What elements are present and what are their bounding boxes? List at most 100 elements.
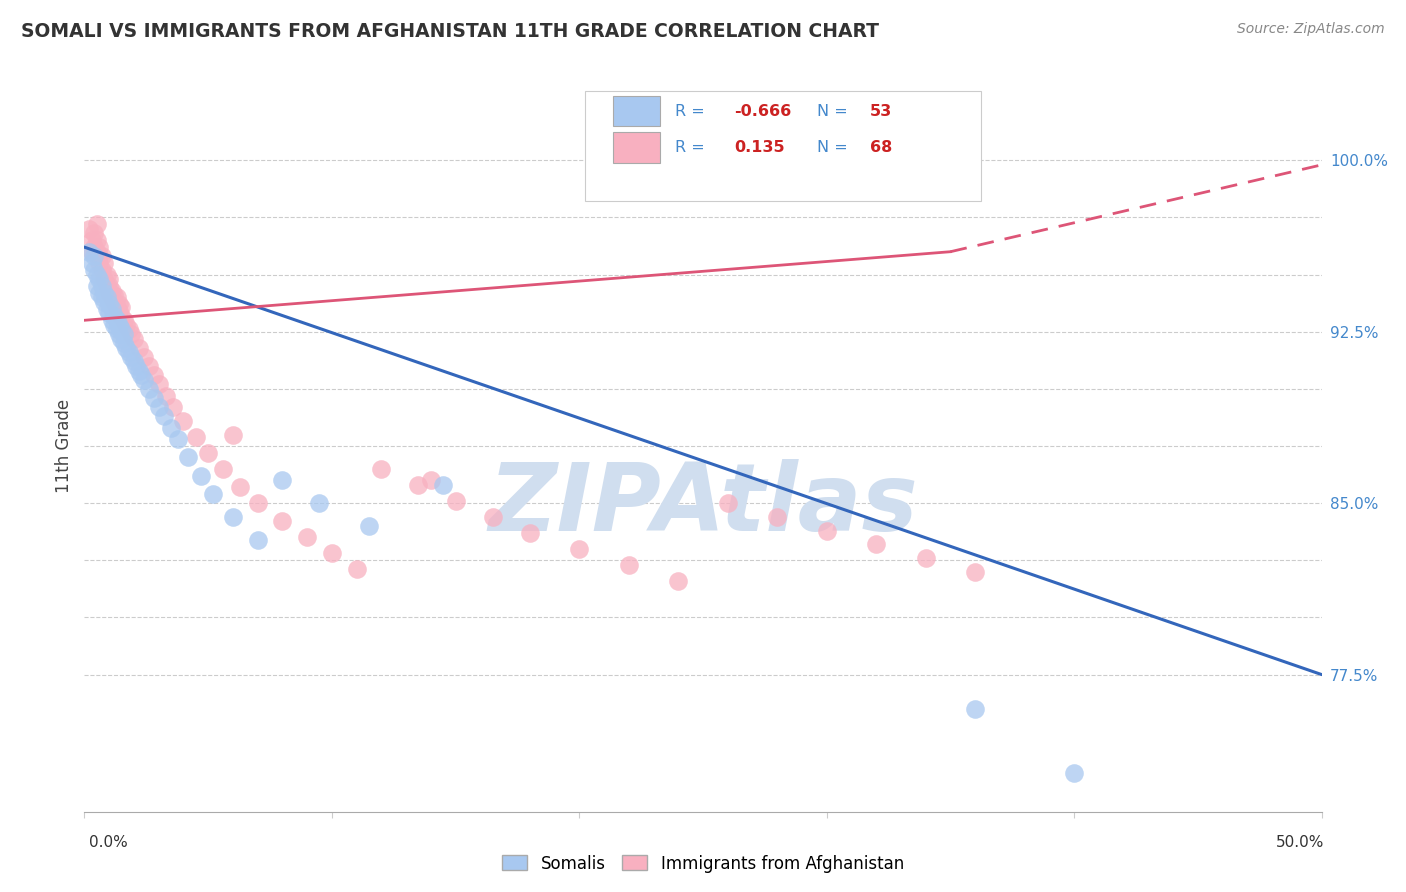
- Point: [80, 233, 103, 247]
- Point: [103, 309, 125, 323]
- Point: [132, 373, 155, 387]
- Point: [965, 702, 987, 716]
- Point: [103, 288, 125, 302]
- Point: [271, 473, 294, 487]
- Point: [1063, 765, 1085, 780]
- Point: [184, 430, 207, 444]
- Text: R =: R =: [675, 140, 710, 155]
- Point: [89, 256, 111, 270]
- Point: [481, 509, 503, 524]
- Point: [83, 263, 105, 277]
- Point: [190, 468, 212, 483]
- Point: [120, 326, 142, 341]
- Point: [202, 487, 225, 501]
- Point: [112, 326, 135, 341]
- Point: [222, 427, 245, 442]
- Text: -0.666: -0.666: [734, 103, 792, 119]
- Point: [108, 297, 131, 311]
- Point: [103, 295, 125, 310]
- Point: [346, 562, 368, 576]
- Point: [308, 496, 330, 510]
- FancyBboxPatch shape: [585, 91, 981, 201]
- Point: [357, 519, 380, 533]
- Point: [138, 359, 160, 373]
- Legend: Somalis, Immigrants from Afghanistan: Somalis, Immigrants from Afghanistan: [495, 848, 911, 880]
- Point: [212, 462, 235, 476]
- Point: [717, 496, 740, 510]
- Point: [148, 377, 170, 392]
- Point: [83, 240, 105, 254]
- Text: 0.0%: 0.0%: [89, 836, 128, 850]
- Point: [90, 290, 112, 304]
- Point: [295, 530, 318, 544]
- Point: [112, 336, 135, 351]
- Point: [321, 546, 343, 560]
- Point: [86, 279, 108, 293]
- Bar: [613, 95, 659, 127]
- Point: [125, 359, 148, 373]
- Point: [229, 480, 252, 494]
- Point: [83, 227, 105, 241]
- Point: [90, 263, 112, 277]
- Point: [408, 478, 430, 492]
- Point: [152, 409, 174, 424]
- Point: [96, 301, 118, 316]
- Point: [160, 420, 183, 434]
- Y-axis label: 11th Grade: 11th Grade: [55, 399, 73, 493]
- Bar: [613, 132, 659, 163]
- Point: [86, 244, 108, 259]
- Point: [766, 509, 789, 524]
- Text: N =: N =: [817, 140, 852, 155]
- Point: [105, 322, 128, 336]
- Point: [89, 249, 111, 263]
- Point: [100, 301, 122, 316]
- Point: [89, 285, 111, 300]
- Point: [246, 533, 269, 547]
- Point: [815, 524, 838, 538]
- Point: [432, 478, 454, 492]
- Point: [122, 354, 145, 368]
- Text: Source: ZipAtlas.com: Source: ZipAtlas.com: [1237, 22, 1385, 37]
- Point: [96, 290, 118, 304]
- Point: [98, 279, 121, 293]
- Point: [115, 341, 138, 355]
- Point: [118, 345, 141, 359]
- Point: [142, 391, 165, 405]
- Point: [419, 473, 441, 487]
- Point: [444, 493, 467, 508]
- Point: [83, 249, 105, 263]
- Point: [98, 272, 121, 286]
- Point: [86, 233, 108, 247]
- Point: [155, 389, 177, 403]
- Point: [142, 368, 165, 383]
- Point: [110, 322, 132, 336]
- Text: 68: 68: [870, 140, 893, 155]
- Point: [105, 290, 128, 304]
- Point: [89, 240, 111, 254]
- Point: [86, 268, 108, 282]
- Point: [100, 284, 122, 298]
- Point: [105, 313, 128, 327]
- Point: [110, 332, 132, 346]
- Point: [271, 515, 294, 529]
- Text: SOMALI VS IMMIGRANTS FROM AFGHANISTAN 11TH GRADE CORRELATION CHART: SOMALI VS IMMIGRANTS FROM AFGHANISTAN 11…: [21, 22, 879, 41]
- Point: [100, 290, 122, 304]
- Text: R =: R =: [675, 103, 710, 119]
- Point: [617, 558, 640, 572]
- Point: [148, 400, 170, 414]
- Point: [86, 217, 108, 231]
- Text: 53: 53: [870, 103, 893, 119]
- Point: [177, 450, 200, 465]
- Point: [172, 414, 194, 428]
- Point: [89, 272, 111, 286]
- Point: [79, 244, 101, 259]
- Point: [132, 350, 155, 364]
- Point: [568, 541, 591, 556]
- Point: [93, 272, 115, 286]
- Point: [914, 551, 936, 566]
- Point: [197, 446, 219, 460]
- Point: [118, 322, 141, 336]
- Point: [167, 432, 190, 446]
- Point: [96, 268, 118, 282]
- Point: [98, 297, 121, 311]
